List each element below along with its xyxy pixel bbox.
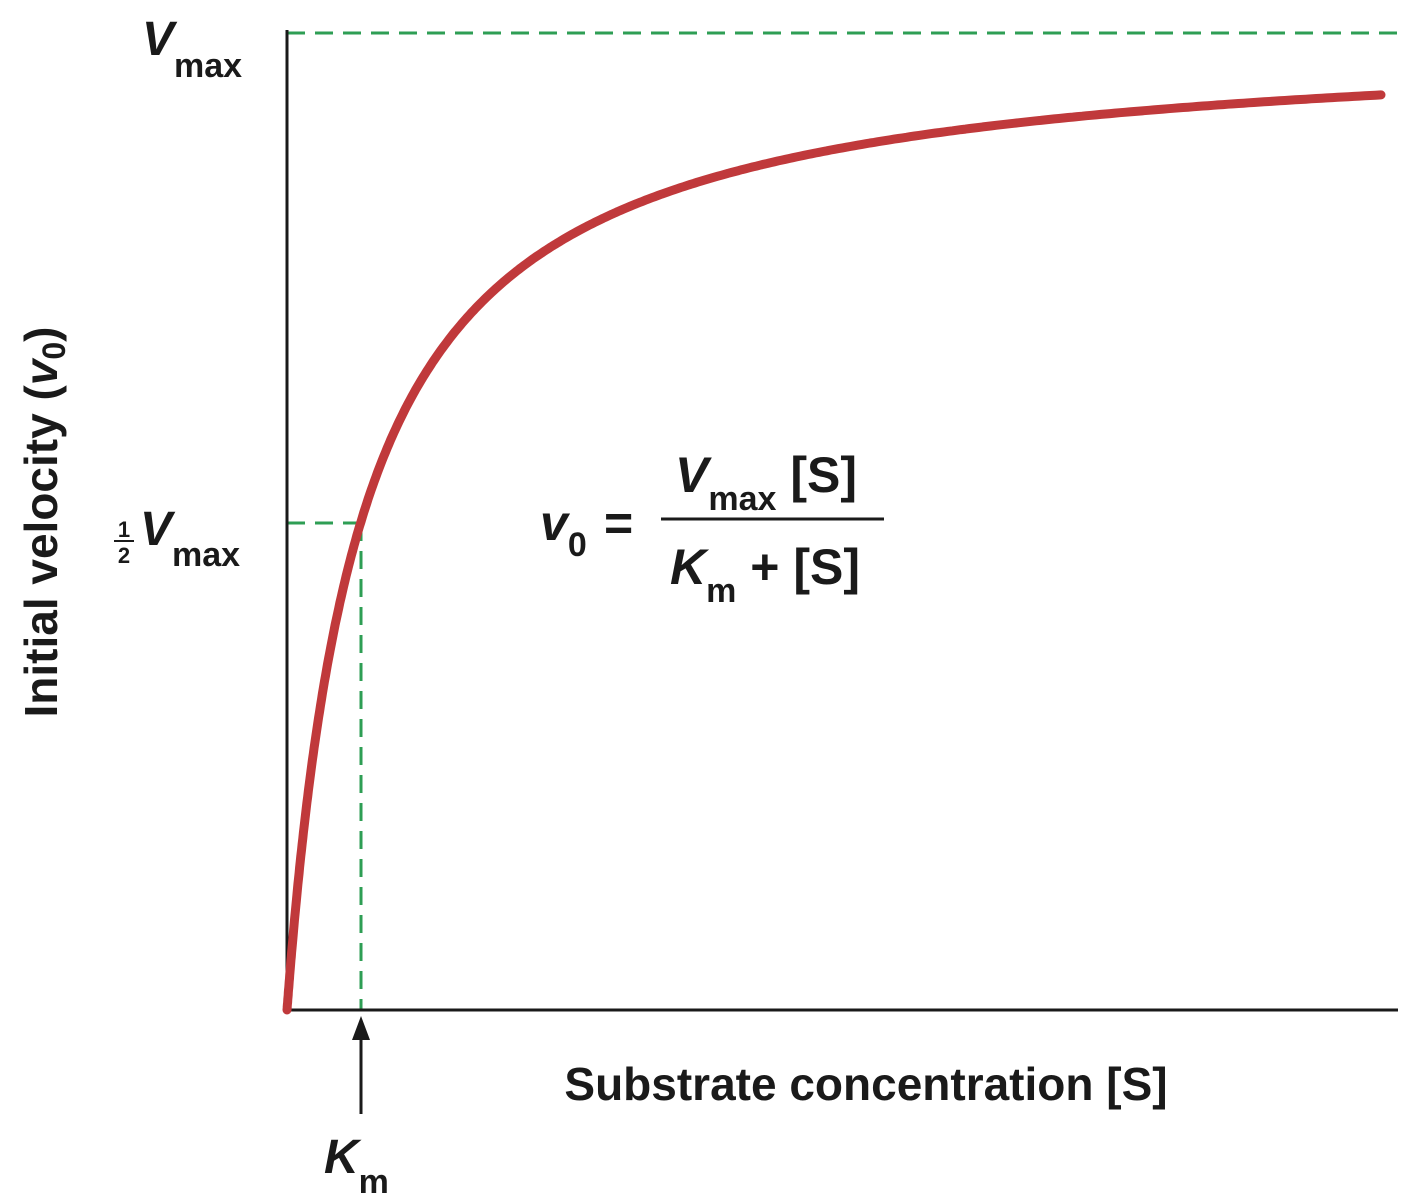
velocity-curve (282, 90, 1386, 1015)
michaelis-menten-equation: v0 = Vmax [S] Km + [S] (540, 447, 884, 610)
half-fraction-num: 1 (118, 517, 130, 542)
equation-lhs: v0 (540, 495, 587, 564)
equation-equals: = (604, 495, 633, 551)
y-axis-label: Initial velocity (v0) (15, 326, 72, 717)
vmax-tick-label: Vmax (142, 13, 242, 85)
equation-denominator: Km + [S] (670, 539, 860, 610)
half-vmax-tick-label: Vmax (140, 503, 240, 574)
x-axis-label: Substrate concentration [S] (564, 1058, 1167, 1110)
km-arrow-head (352, 1016, 370, 1040)
equation-numerator: Vmax [S] (675, 447, 857, 518)
km-tick-label: Km (324, 1131, 389, 1200)
half-fraction-den: 2 (118, 543, 130, 568)
